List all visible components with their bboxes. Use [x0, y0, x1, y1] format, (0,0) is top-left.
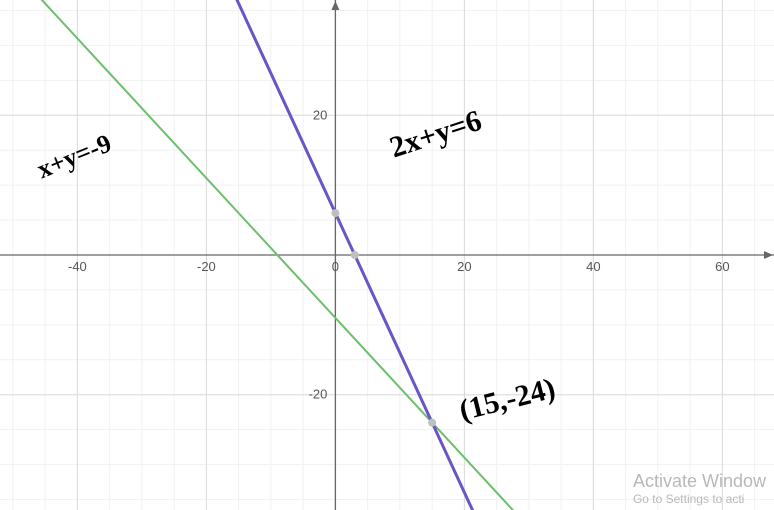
- x-tick-label: 40: [586, 259, 600, 274]
- x-tick-label: 20: [457, 259, 471, 274]
- plot-point: [428, 419, 436, 427]
- chart-area[interactable]: -40-200204060-20202x+y=6x+y=-9(15,-24) A…: [0, 0, 774, 510]
- x-tick-label: -40: [68, 259, 87, 274]
- plot-point: [331, 209, 339, 217]
- plot-svg: -40-200204060-20202x+y=6x+y=-9(15,-24): [0, 0, 774, 510]
- x-tick-label: 0: [332, 259, 339, 274]
- y-tick-label: 20: [313, 107, 327, 122]
- x-tick-label: 60: [715, 259, 729, 274]
- x-tick-label: -20: [197, 259, 216, 274]
- y-tick-label: -20: [309, 387, 328, 402]
- plot-point: [351, 251, 359, 259]
